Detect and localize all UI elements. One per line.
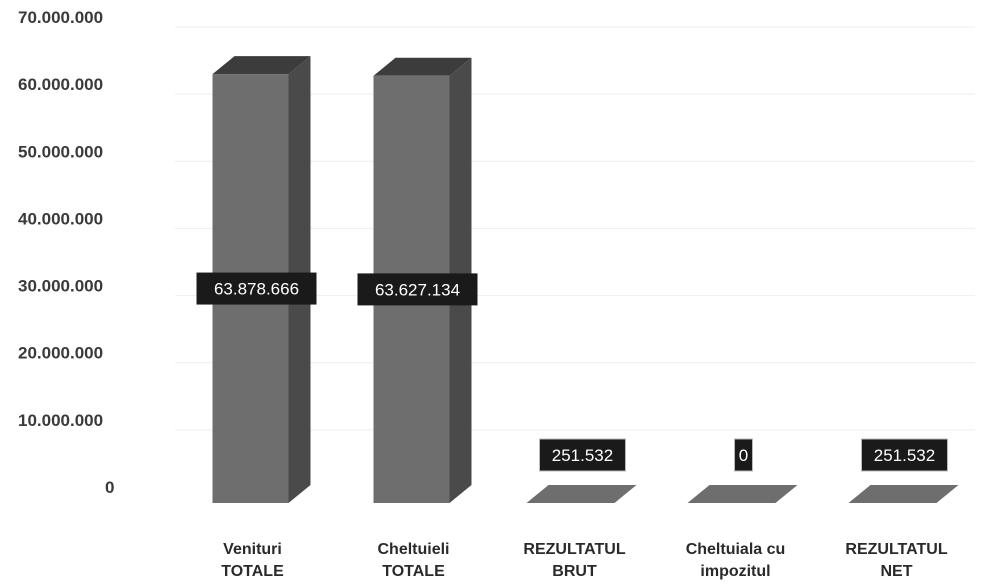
y-tick-label: 20.000.000 <box>18 344 103 363</box>
bar <box>526 485 637 503</box>
bar <box>848 485 959 503</box>
bars <box>212 56 959 504</box>
bar-slab <box>526 485 637 503</box>
bar-top <box>373 57 472 76</box>
data-label-text: 251.532 <box>874 446 935 465</box>
data-label-box <box>734 438 753 472</box>
data-label: 63.627.134 <box>357 273 478 306</box>
data-label: 251.532 <box>539 438 626 472</box>
bar-slab <box>687 485 798 503</box>
data-label: 63.878.666 <box>196 272 317 305</box>
data-label-text: 0 <box>739 446 748 465</box>
y-tick-label: 30.000.000 <box>18 277 103 296</box>
y-tick-label: 70.000.000 <box>18 8 103 27</box>
x-category-label: Cheltuieli TOTALE <box>377 541 449 580</box>
y-tick-label: 50.000.000 <box>18 142 103 161</box>
data-label: 0 <box>734 438 753 472</box>
data-label-text: 251.532 <box>552 446 613 465</box>
y-axis-ticks: 0 10.000.000 20.000.000 30.000.000 40.000.00… <box>18 8 114 497</box>
data-labels: 63.878.666 63.627.134 251.532 0 251.532 <box>196 272 948 472</box>
x-category-label: Venituri TOTALE <box>221 541 284 580</box>
data-label-box <box>196 272 317 305</box>
data-label-box <box>539 438 626 472</box>
y-tick-label: 60.000.000 <box>18 75 103 94</box>
x-axis-categories: Venituri TOTALE Cheltuieli TOTALE REZULTATUL… <box>221 541 948 580</box>
data-label: 251.532 <box>861 438 948 472</box>
y-tick-label: 40.000.000 <box>18 209 103 228</box>
data-label-text: 63.878.666 <box>214 280 299 299</box>
bar-top <box>212 56 311 75</box>
data-label-box <box>861 438 948 472</box>
x-category-label: REZULTATUL BRUT <box>523 541 625 580</box>
x-category-label: REZULTATUL NET <box>845 541 947 580</box>
bar-slab <box>848 485 959 503</box>
data-label-text: 63.627.134 <box>375 280 460 299</box>
y-tick-label: 10.000.000 <box>18 411 103 430</box>
data-label-box <box>357 273 478 306</box>
bar <box>687 485 798 503</box>
y-tick-label: 0 <box>105 478 114 497</box>
x-category-label: Cheltuiala cu impozitul <box>686 541 786 580</box>
